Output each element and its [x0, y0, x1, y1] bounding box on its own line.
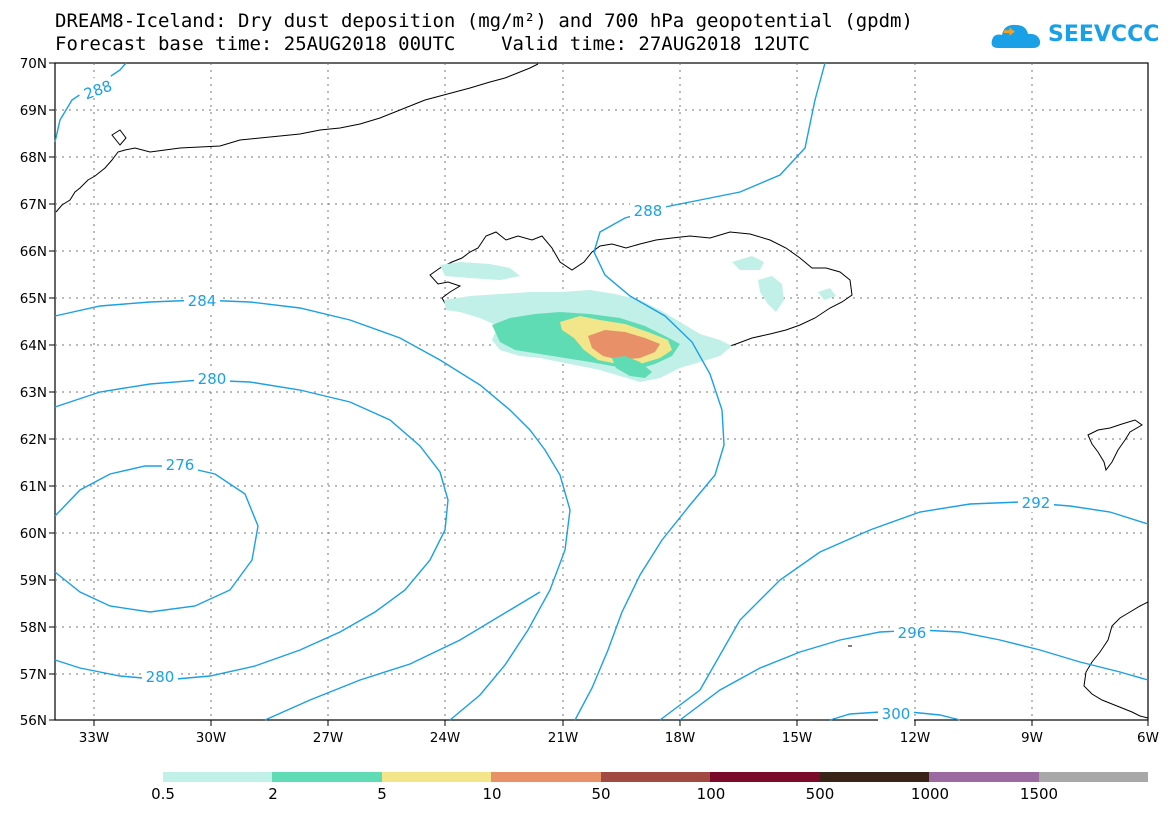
lat-label: 63N [20, 385, 47, 401]
lat-label: 59N [20, 573, 47, 589]
legend-label: 1000 [910, 785, 950, 803]
color-legend [163, 772, 1148, 782]
legend-swatch [163, 772, 273, 782]
lat-label: 66N [20, 244, 47, 260]
legend-swatch [381, 772, 492, 782]
legend-swatch [710, 772, 820, 782]
contour-labels: 288 288 284 280 276 280 292 296 300 [75, 72, 1054, 723]
longitude-labels: 33W 30W 27W 24W 21W 18W 15W 12W 9W 6W [79, 730, 1159, 746]
lat-label: 57N [20, 667, 47, 683]
lat-label: 56N [20, 713, 47, 729]
contour-284 [54, 299, 571, 721]
lon-label: 15W [782, 730, 813, 746]
lon-label: 30W [196, 730, 227, 746]
lat-label: 69N [20, 103, 47, 119]
dust-deposition-field [440, 256, 836, 382]
lon-label: 12W [900, 730, 931, 746]
contour-label: 280 [146, 668, 175, 686]
lat-label: 70N [20, 56, 47, 72]
lat-label: 60N [20, 526, 47, 542]
chart-title: DREAM8-Iceland: Dry dust deposition (mg/… [55, 10, 913, 32]
greenland-coast [55, 63, 539, 213]
lon-label: 6W [1137, 730, 1159, 746]
contour-label: 276 [166, 456, 195, 474]
legend-swatch [491, 772, 601, 782]
lat-label: 65N [20, 291, 47, 307]
legend-label: 5 [377, 785, 387, 803]
lat-label: 68N [20, 150, 47, 166]
logo-cloud-icon [991, 24, 1041, 48]
lat-label: 58N [20, 620, 47, 636]
contour-label: 300 [882, 705, 911, 723]
contour-288-nw [54, 62, 127, 143]
legend-label: 2 [268, 785, 278, 803]
contour-label: 280 [198, 370, 227, 388]
lon-label: 27W [313, 730, 344, 746]
contour-288-main [574, 62, 826, 721]
lon-label: 18W [665, 730, 696, 746]
legend-label: 10 [482, 785, 502, 803]
contour-label: 288 [634, 202, 663, 220]
legend-swatch [929, 772, 1039, 782]
lat-label: 61N [20, 479, 47, 495]
axis-ticks [49, 62, 1149, 726]
lon-label: 24W [430, 730, 461, 746]
lon-label: 33W [79, 730, 110, 746]
legend-label: 500 [805, 785, 835, 803]
contour-label: 284 [188, 292, 217, 310]
contour-276 [54, 465, 259, 613]
legend-swatch [272, 772, 382, 782]
logo-text: SEEVCCC [1048, 22, 1160, 47]
legend-swatch [1038, 772, 1148, 782]
legend-label: 50 [591, 785, 611, 803]
contour-label: 292 [1022, 494, 1051, 512]
lon-label: 9W [1021, 730, 1043, 746]
lat-label: 67N [20, 197, 47, 213]
chart-subtitle: Forecast base time: 25AUG2018 00UTC Vali… [55, 33, 810, 55]
lat-label: 62N [20, 432, 47, 448]
legend-label: 100 [696, 785, 726, 803]
grid [55, 63, 1148, 720]
legend-swatch [819, 772, 930, 782]
lat-label: 64N [20, 338, 47, 354]
legend-swatch [600, 772, 711, 782]
legend-label: 0.5 [151, 785, 175, 803]
contour-280 [54, 379, 449, 681]
contour-292 [659, 501, 1149, 721]
legend-label: 1500 [1019, 785, 1059, 803]
contour-label: 296 [898, 624, 927, 642]
lon-label: 21W [548, 730, 579, 746]
contour-label: 288 [81, 77, 114, 104]
coastlines [55, 63, 1149, 719]
latitude-labels: 70N 69N 68N 67N 66N 65N 64N 63N 62N 61N … [20, 56, 47, 729]
contour-280-south [264, 591, 541, 721]
dust-level-10 [588, 330, 660, 360]
